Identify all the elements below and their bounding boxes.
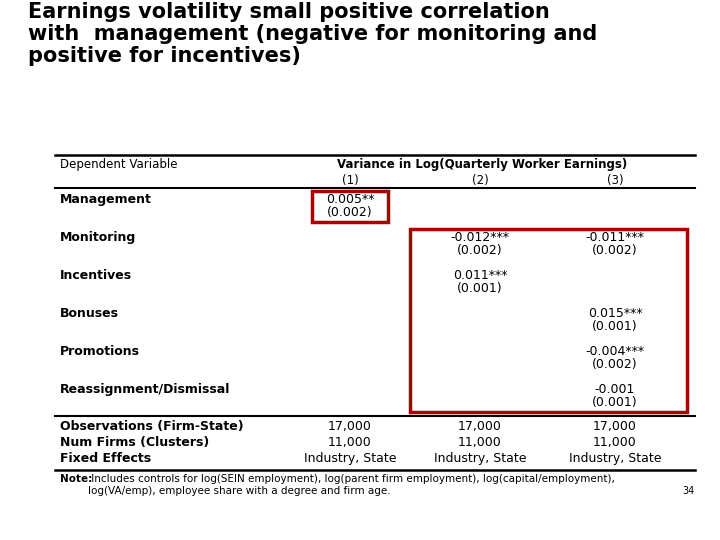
Text: 11,000: 11,000 <box>458 436 502 449</box>
Text: Monitoring: Monitoring <box>60 231 136 244</box>
Text: 0.011***: 0.011*** <box>453 269 508 282</box>
Text: (0.001): (0.001) <box>457 282 503 295</box>
Text: 17,000: 17,000 <box>458 420 502 433</box>
Text: Bonuses: Bonuses <box>60 307 119 320</box>
Text: Num Firms (Clusters): Num Firms (Clusters) <box>60 436 210 449</box>
Text: 34: 34 <box>683 486 695 496</box>
Text: Fixed Effects: Fixed Effects <box>60 452 151 465</box>
Text: -0.001: -0.001 <box>595 383 635 396</box>
Text: (3): (3) <box>607 174 624 187</box>
Text: Includes controls for log(SEIN employment), log(parent firm employment), log(cap: Includes controls for log(SEIN employmen… <box>88 474 615 496</box>
Text: (0.002): (0.002) <box>592 358 638 371</box>
Text: -0.011***: -0.011*** <box>585 231 644 244</box>
Text: positive for incentives): positive for incentives) <box>28 46 301 66</box>
Text: 11,000: 11,000 <box>593 436 637 449</box>
Text: (2): (2) <box>472 174 488 187</box>
Text: Note:: Note: <box>60 474 92 484</box>
Text: -0.004***: -0.004*** <box>585 345 644 358</box>
Text: Promotions: Promotions <box>60 345 140 358</box>
Text: Earnings volatility small positive correlation: Earnings volatility small positive corre… <box>28 2 550 22</box>
Text: with  management (negative for monitoring and: with management (negative for monitoring… <box>28 24 598 44</box>
Text: Observations (Firm-State): Observations (Firm-State) <box>60 420 243 433</box>
Text: Industry, State: Industry, State <box>569 452 661 465</box>
Text: 17,000: 17,000 <box>328 420 372 433</box>
Text: Industry, State: Industry, State <box>433 452 526 465</box>
Text: (0.002): (0.002) <box>457 244 503 257</box>
Text: (0.002): (0.002) <box>592 244 638 257</box>
Text: 11,000: 11,000 <box>328 436 372 449</box>
Text: (1): (1) <box>341 174 359 187</box>
Text: Incentives: Incentives <box>60 269 132 282</box>
Text: 0.005**: 0.005** <box>325 193 374 206</box>
Text: (0.001): (0.001) <box>592 396 638 409</box>
Text: Variance in Log(Quarterly Worker Earnings): Variance in Log(Quarterly Worker Earning… <box>338 158 628 171</box>
Text: (0.002): (0.002) <box>327 206 373 219</box>
Text: 17,000: 17,000 <box>593 420 637 433</box>
Text: -0.012***: -0.012*** <box>451 231 510 244</box>
Text: 0.015***: 0.015*** <box>588 307 642 320</box>
Text: Management: Management <box>60 193 152 206</box>
Text: Industry, State: Industry, State <box>304 452 396 465</box>
Text: (0.001): (0.001) <box>592 320 638 333</box>
Text: Reassignment/Dismissal: Reassignment/Dismissal <box>60 383 230 396</box>
Text: Dependent Variable: Dependent Variable <box>60 158 178 171</box>
